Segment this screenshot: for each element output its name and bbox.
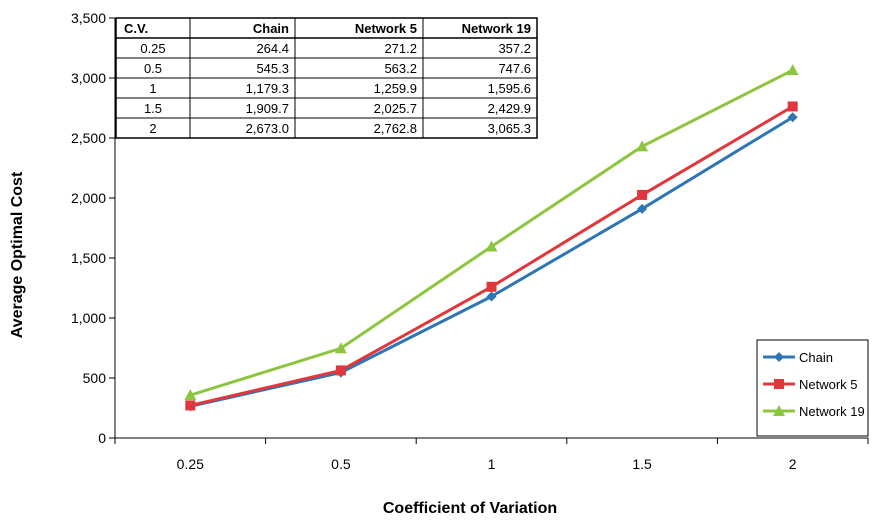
legend-label-network-5: Network 5 (799, 377, 858, 392)
table-cell: 2,429.9 (488, 101, 531, 116)
series-line-network-5 (189, 105, 794, 407)
data-point-chain (787, 112, 798, 123)
y-tick-label: 1,000 (71, 310, 106, 326)
legend-marker-network-19 (773, 405, 785, 416)
table-header-cell: C.V. (124, 21, 148, 36)
data-point-network-19 (636, 140, 649, 152)
table-cell: 3,065.3 (488, 121, 531, 136)
x-tick-label: 2 (789, 456, 797, 472)
y-tick-label: 1,500 (71, 250, 106, 266)
x-tick-label: 0.25 (177, 456, 204, 472)
table-header-cell: Network 19 (462, 21, 531, 36)
table-header-cell: Chain (253, 21, 289, 36)
y-axis-title: Average Optimal Cost (9, 171, 26, 338)
y-tick-label: 3,500 (71, 10, 106, 26)
data-point-network-19 (786, 64, 799, 76)
table-cell: 2,025.7 (374, 101, 417, 116)
data-point-network-5 (637, 189, 648, 200)
table-cell: 1,179.3 (246, 81, 289, 96)
y-tick-label: 2,500 (71, 130, 106, 146)
legend-marker-chain (774, 352, 784, 362)
axes: 0 500 1,000 1,500 2,000 2,500 3,000 3,500 0.25 0.… (71, 10, 869, 472)
data-table: C.V. Chain Network 5 Network 19 0.25 264.4 271… (115, 17, 538, 139)
table-cell: 2,673.0 (246, 121, 289, 136)
x-tick-label: 1 (488, 456, 496, 472)
table-cell: 2,762.8 (374, 121, 417, 136)
y-tick-label: 0 (98, 430, 106, 446)
table-cell: 1.5 (144, 101, 162, 116)
table-cell: 1 (149, 81, 156, 96)
legend-label-chain: Chain (799, 350, 833, 365)
table-cell: 747.6 (498, 61, 531, 76)
table-cell: 357.2 (498, 41, 531, 56)
table-cell: 2 (149, 121, 156, 136)
table-header-cell: Network 5 (355, 21, 417, 36)
y-tick-label: 2,000 (71, 190, 106, 206)
data-point-chain (637, 203, 648, 214)
x-tick-label: 0.5 (331, 456, 351, 472)
data-point-network-5 (335, 365, 346, 376)
series-network-19 (184, 64, 799, 401)
data-point-network-19 (334, 342, 347, 354)
table-cell: 264.4 (256, 41, 289, 56)
legend-label-network-19: Network 19 (799, 404, 865, 419)
table-cell: 271.2 (384, 41, 417, 56)
table-cell: 563.2 (384, 61, 417, 76)
legend-marker-network-5 (774, 379, 784, 389)
x-tick-label: 1.5 (632, 456, 652, 472)
table-cell: 1,909.7 (246, 101, 289, 116)
legend: Chain Network 5 Network 19 (756, 339, 869, 437)
data-point-network-5 (787, 101, 798, 112)
series-network-5 (185, 101, 798, 411)
y-tick-label: 3,000 (71, 70, 106, 86)
table-cell: 545.3 (256, 61, 289, 76)
x-axis-title: Coefficient of Variation (383, 500, 557, 517)
y-tick-label: 500 (83, 370, 107, 386)
table-cell: 1,595.6 (488, 81, 531, 96)
table-cell: 0.5 (144, 61, 162, 76)
data-point-network-19 (485, 240, 498, 252)
data-point-network-5 (185, 400, 196, 411)
table-cell: 0.25 (140, 41, 165, 56)
data-point-network-5 (486, 281, 497, 292)
table-cell: 1,259.9 (374, 81, 417, 96)
data-point-chain (486, 291, 497, 302)
series-group (184, 64, 799, 412)
data-point-network-19 (184, 389, 197, 401)
